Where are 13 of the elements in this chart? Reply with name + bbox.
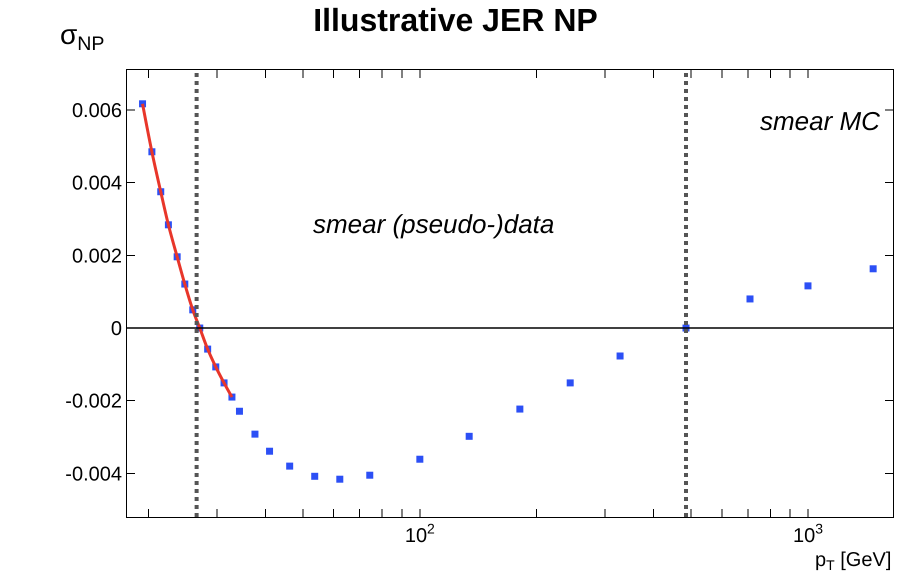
x-tick-label: 10$^{3}$ — [792, 520, 824, 547]
x-axis-title: p$_{T}$ [GeV] — [815, 549, 892, 574]
y-tick-label: 0.004 — [72, 172, 122, 195]
y-tick-label: 0 — [110, 318, 122, 340]
annotation: smear MC — [760, 106, 880, 136]
y-tick-label: -0.002 — [65, 390, 122, 413]
annotation: smear (pseudo-)data — [313, 209, 554, 239]
y-axis-title: σ$_{NP}$ — [60, 19, 105, 55]
chart-title: Illustrative JER NP — [313, 2, 598, 38]
x-tick-label: 10$^{2}$ — [404, 520, 436, 547]
y-tick-label: -0.004 — [65, 463, 122, 486]
y-tick-label: 0.002 — [72, 245, 122, 268]
y-tick-label: 0.006 — [72, 100, 122, 122]
